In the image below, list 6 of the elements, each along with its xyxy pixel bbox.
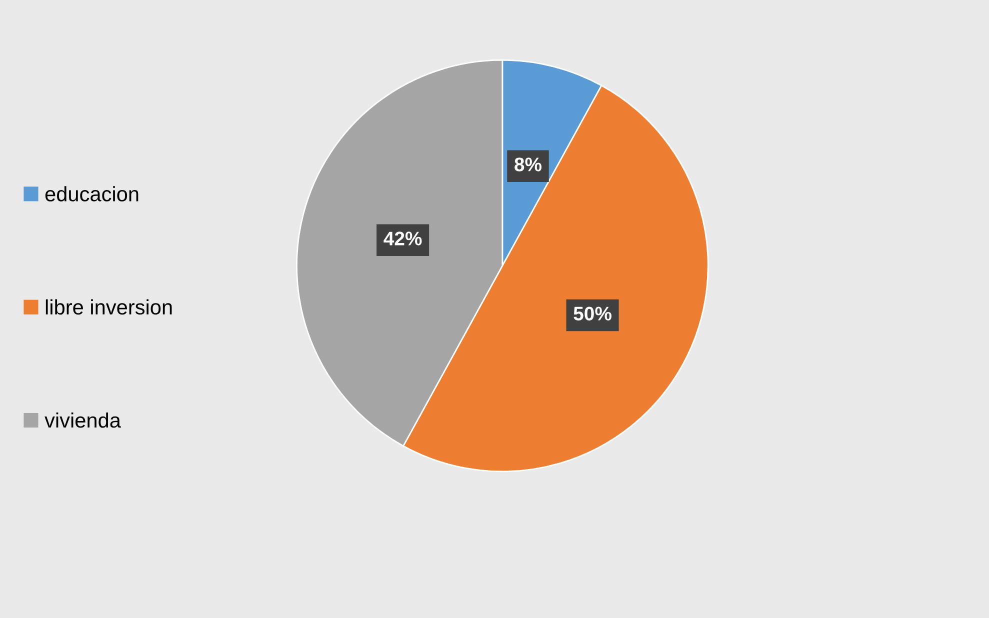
legend-label: educacion (45, 186, 138, 202)
legend-label: vivienda (44, 412, 121, 428)
data-label: 50% (574, 306, 612, 320)
data-label: 8% (514, 158, 542, 172)
legend-label: libre inversion (46, 299, 172, 315)
data-label: 42% (384, 232, 422, 246)
